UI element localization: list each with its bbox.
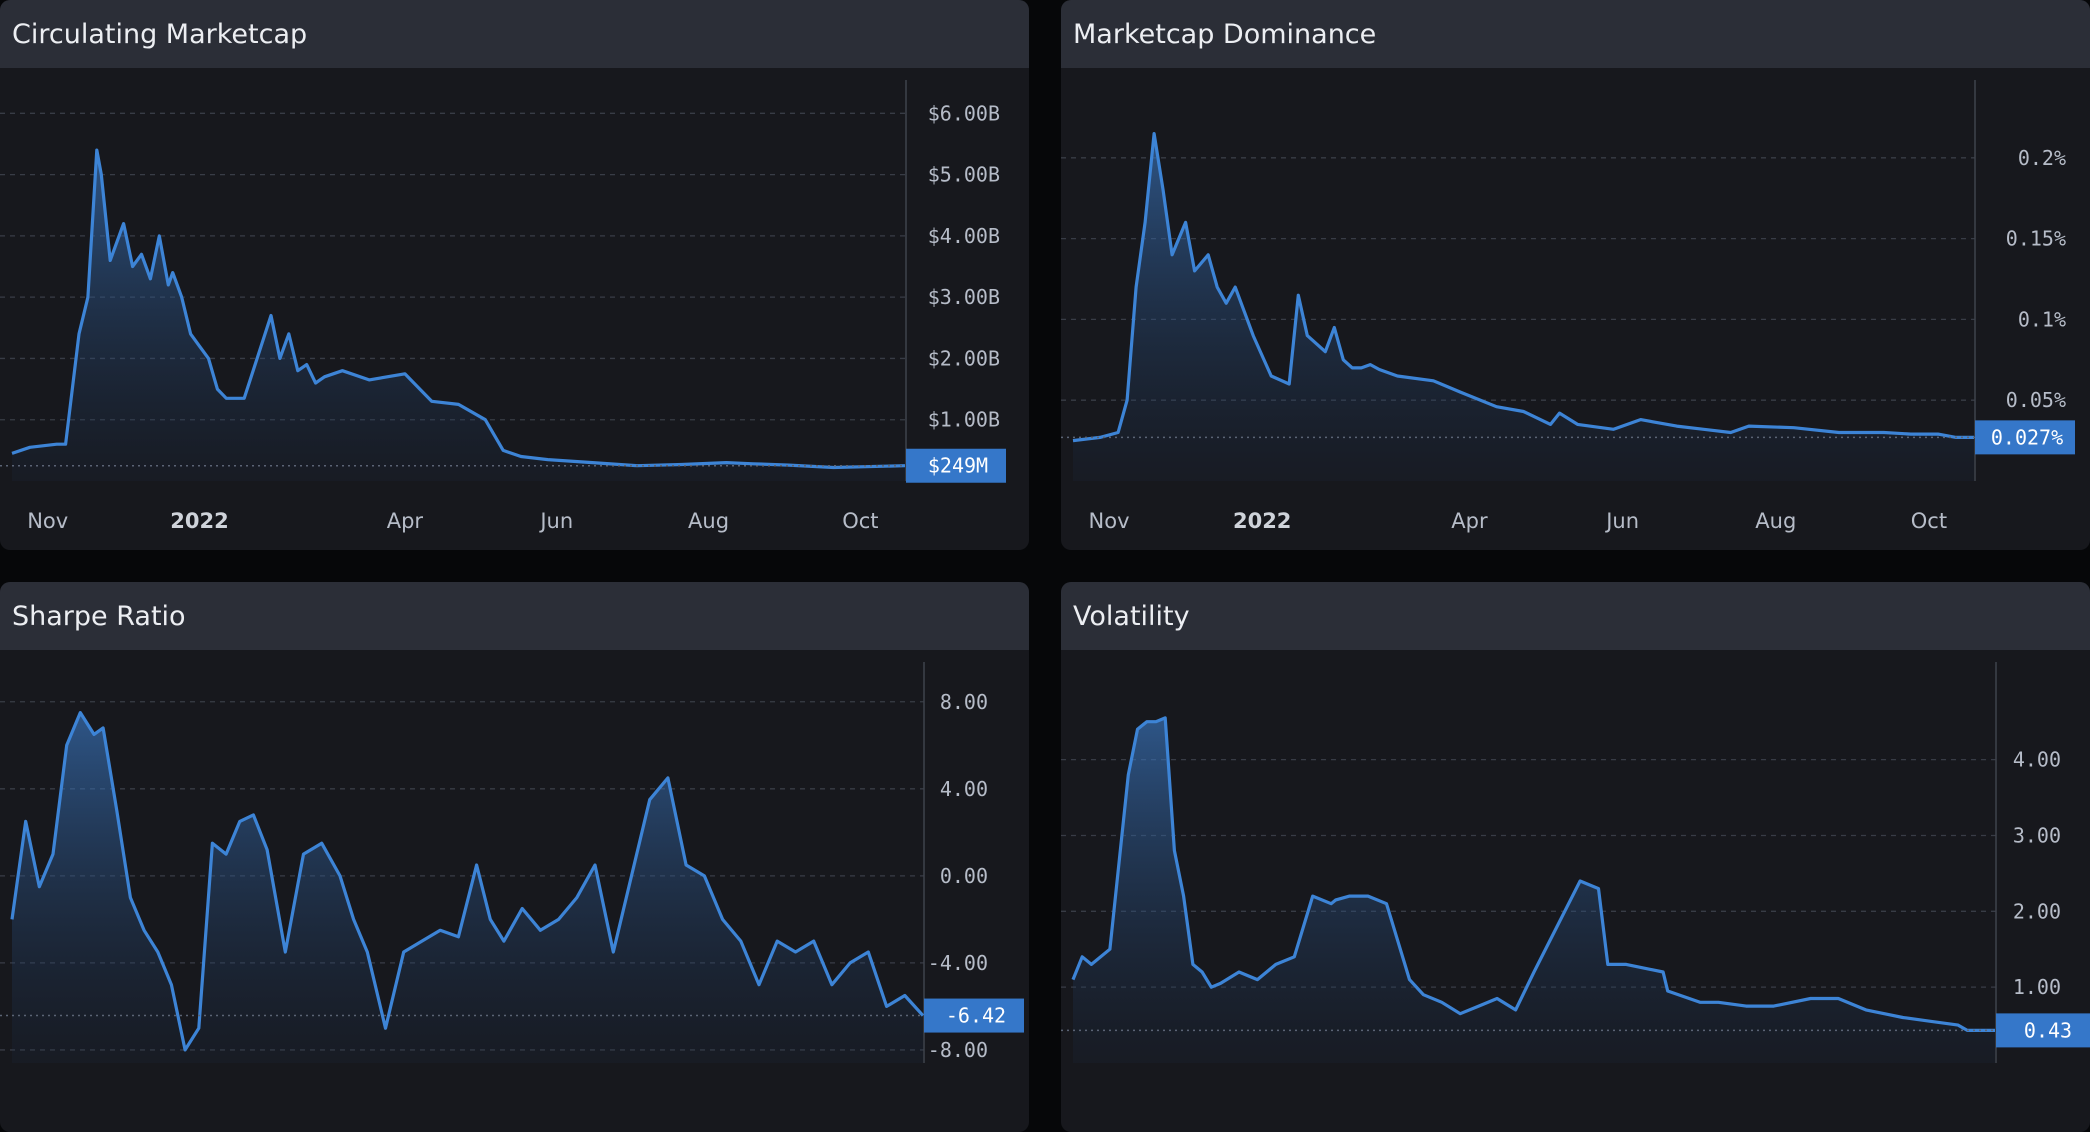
panel-header: Circulating Marketcap [0,0,1029,68]
series-line[interactable] [10,711,925,1052]
y-tick-label: $5.00B [928,163,1000,187]
x-tick-label: Apr [1451,509,1488,533]
last-value-badge [1975,420,2075,455]
x-tick-label: 2022 [1233,509,1291,533]
series-area [1073,133,1974,481]
series-line[interactable] [11,148,906,470]
last-value-badge [924,998,1024,1033]
panel-header: Sharpe Ratio [0,582,1029,650]
y-tick-label: 4.00 [2013,748,2061,772]
last-value-label: -6.42 [946,1004,1006,1028]
panel-marketcap-dominance: Marketcap Dominance 0.2% 0.15% 0.1% 0.05% No… [1061,0,2090,550]
x-tick-label: Aug [688,509,729,533]
x-tick-label: Aug [1755,509,1796,533]
y-tick-label: 0.00 [940,864,988,888]
last-value-label: $249M [928,454,988,478]
panel-circulating-marketcap: Circulating Marketcap $6.00B $5.00B $4.00B… [0,0,1029,550]
y-tick-label: 3.00 [2013,823,2061,847]
x-tick-label: 2022 [170,509,228,533]
x-tick-label: Oct [1911,509,1947,533]
chart-circulating-marketcap[interactable]: $6.00B $5.00B $4.00B $3.00B $2.00B $1.00B Nov 2… [0,68,1029,550]
series-line[interactable] [1072,132,1974,443]
x-tick-label: Nov [1089,509,1130,533]
x-tick-label: Oct [842,509,878,533]
y-tick-label: 2.00 [2013,899,2061,923]
y-tick-label: 1.00 [2013,975,2061,999]
y-tick-label: -4.00 [928,951,988,975]
chart-title: Circulating Marketcap [12,18,308,50]
chart-volatility[interactable]: 4.003.002.001.00242022MarMayJulSep0.43 [1061,650,2090,1132]
y-tick-label: $3.00B [928,285,1000,309]
panel-volatility: Volatility 4.003.002.001.00242022MarMayJ… [1061,582,2090,1132]
panel-header: Volatility [1061,582,2090,650]
y-tick-label: $2.00B [928,346,1000,370]
last-value-label: 0.027% [1991,425,2063,449]
series-line[interactable] [1071,716,1995,1032]
last-value-label: 0.43 [2024,1018,2072,1042]
panel-sharpe-ratio: Sharpe Ratio 8.004.000.00-4.00-8.0024202… [0,582,1029,1132]
chart-marketcap-dominance[interactable]: 0.2% 0.15% 0.1% 0.05% Nov 2022 Apr Jun Aug Oct 0.0… [1061,68,2090,550]
chart-title: Sharpe Ratio [12,600,186,632]
y-tick-label: $1.00B [928,408,1000,432]
chart-sharpe-ratio[interactable]: 8.004.000.00-4.00-8.00242022AprJunAugOct… [0,650,1029,1132]
y-tick-label: 8.00 [940,690,988,714]
last-value-badge [906,448,1006,483]
y-tick-label: $6.00B [928,101,1000,125]
last-value-badge [1996,1013,2090,1048]
y-tick-label: -8.00 [928,1038,988,1062]
panel-header: Marketcap Dominance [1061,0,2090,68]
series-area [12,712,923,1063]
y-tick-label: 0.15% [2006,227,2066,251]
series-area [12,150,905,481]
x-tick-label: Apr [387,509,424,533]
y-tick-label: 0.2% [2018,146,2066,170]
x-tick-label: Jun [538,509,573,533]
y-tick-label: 0.05% [2006,388,2066,412]
series-area [1073,717,1995,1063]
x-tick-label: Jun [1604,509,1639,533]
y-tick-label: 0.1% [2018,307,2066,331]
x-tick-label: Nov [27,509,68,533]
chart-title: Marketcap Dominance [1073,18,1377,50]
chart-title: Volatility [1073,600,1190,632]
y-tick-label: $4.00B [928,224,1000,248]
y-tick-label: 4.00 [940,777,988,801]
